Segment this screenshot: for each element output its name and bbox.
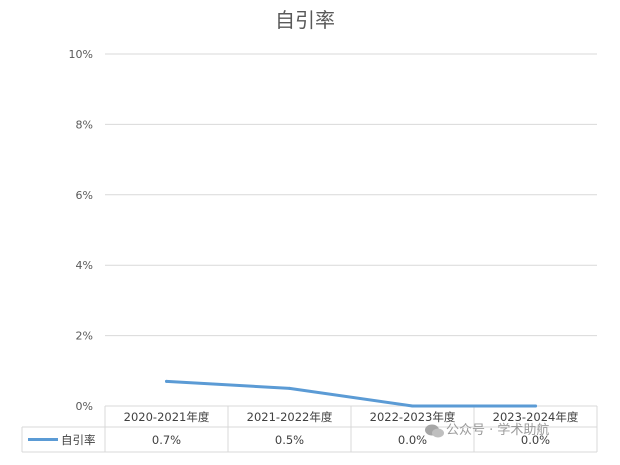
y-axis-ticks: 0% 2% 4% 6% 8% 10% (69, 48, 93, 413)
y-tick-label: 0% (76, 400, 93, 413)
category-label: 2023-2024年度 (493, 410, 579, 424)
chart-title: 自引率 (275, 8, 335, 32)
category-label: 2020-2021年度 (124, 410, 210, 424)
data-table: 2020-2021年度 2021-2022年度 2022-2023年度 2023-20… (21, 405, 598, 453)
data-table-headers: 2020-2021年度 2021-2022年度 2022-2023年度 2023-20… (124, 410, 579, 424)
wechat-icon (425, 424, 444, 438)
series-line (165, 379, 537, 408)
watermark: 公众号 · 学术助航 (425, 422, 549, 438)
data-value-label: 0.7% (152, 433, 181, 447)
data-table-borders (21, 405, 598, 453)
data-point (288, 386, 291, 390)
y-tick-label: 10% (69, 48, 93, 61)
y-tick-label: 6% (76, 189, 93, 202)
data-value-label: 0.5% (275, 433, 304, 447)
data-value-label: 0.0% (521, 433, 550, 447)
y-tick-label: 2% (76, 330, 93, 343)
gridlines (105, 53, 597, 407)
data-point (411, 404, 414, 408)
category-label: 2021-2022年度 (247, 410, 333, 424)
watermark-text: 公众号 · 学术助航 (446, 422, 549, 438)
data-point (165, 379, 168, 383)
series-self-citation (165, 379, 537, 408)
category-label: 2022-2023年度 (370, 410, 456, 424)
y-tick-label: 8% (76, 118, 93, 131)
data-point (534, 404, 537, 408)
data-value-label: 0.0% (398, 433, 427, 447)
legend-series-name: 自引率 (61, 433, 96, 447)
data-table-values: 0.7% 0.5% 0.0% 0.0% (152, 433, 550, 447)
y-tick-label: 4% (76, 259, 93, 272)
